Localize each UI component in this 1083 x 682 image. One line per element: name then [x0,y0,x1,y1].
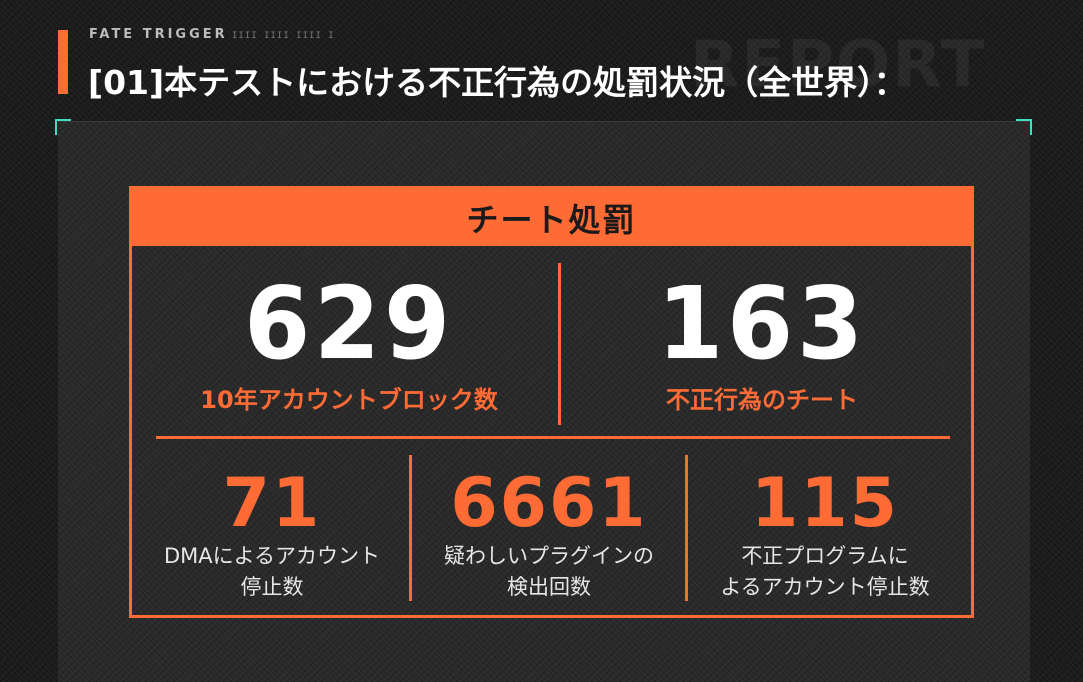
stat-value: 163 [657,265,867,382]
stat-ten-year-ban: 629 10年アカウントブロック数 [144,274,554,415]
stat-label-line: 停止数 [240,575,304,599]
stat-value: 115 [751,464,899,543]
stat-value: 629 [244,265,454,382]
stat-cheating: 163 不正行為のチート [562,274,962,415]
stat-value: 6661 [450,464,648,543]
stat-label-line: 疑わしいプラグインの [444,544,654,568]
divider-vertical [409,455,412,601]
stat-value: 71 [222,464,322,543]
stat-dma-ban: 71 DMAによるアカウント 停止数 [136,469,408,603]
stat-label: 不正プログラムに よるアカウント停止数 [689,541,961,603]
divider-vertical [558,263,561,425]
stat-label-line: 検出回数 [507,575,591,599]
title-accent-bar [58,30,68,94]
stat-label: 疑わしいプラグインの 検出回数 [413,541,685,603]
page-title: [01]本テストにおける不正行為の処罰状況（全世界）： [88,56,907,104]
stat-label-line: DMAによるアカウント [163,544,381,568]
divider-vertical [685,455,688,601]
stat-label-line: 不正プログラムに [741,544,909,568]
cheat-penalty-card: チート処罰 629 10年アカウントブロック数 163 不正行為のチート 71 … [129,186,974,618]
stat-label: DMAによるアカウント 停止数 [136,541,408,603]
brand-name: FATE TRIGGER [89,27,228,42]
stat-label: 不正行為のチート [666,386,858,414]
section-index: [01] [88,63,165,102]
section-title: 本テストにおける不正行為の処罰状況（全世界）： [164,63,907,102]
card-title: チート処罰 [466,200,637,239]
brand-ticks: IIII IIII IIII I [232,31,335,41]
corner-bracket-top-left-icon [55,119,71,135]
background-watermark: REPORT [690,28,987,102]
divider-horizontal [156,436,950,439]
corner-bracket-top-right-icon [1016,119,1032,135]
card-header: チート処罰 [132,189,971,246]
stat-label-line: よるアカウント停止数 [720,575,930,599]
stat-plugin-detections: 6661 疑わしいプラグインの 検出回数 [413,469,685,603]
stat-cheat-program-ban: 115 不正プログラムに よるアカウント停止数 [689,469,961,603]
stat-label: 10年アカウントブロック数 [200,386,498,414]
